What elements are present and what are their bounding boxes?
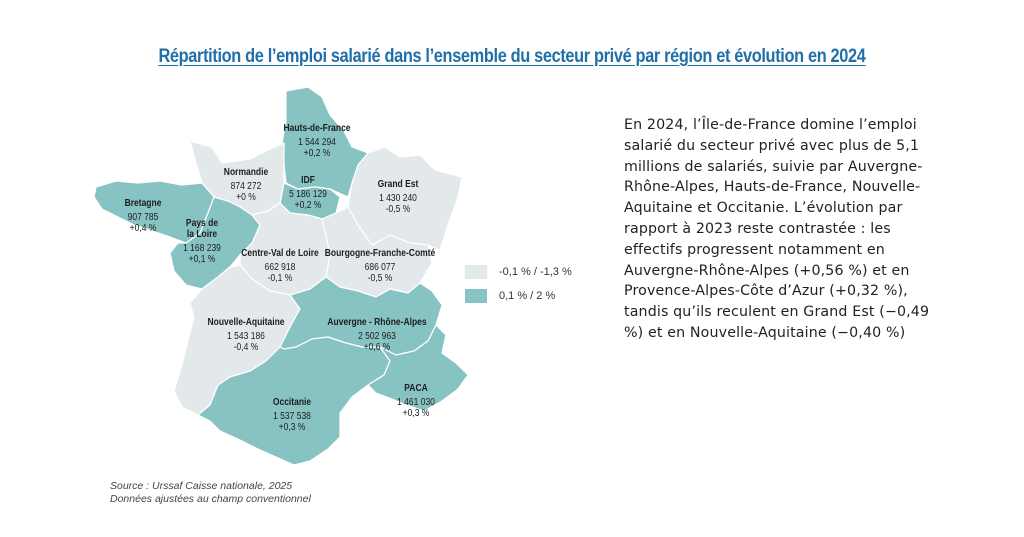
label-occitanie: Occitanie 1 537 538 +0,3 % <box>272 397 312 433</box>
source-note: Source : Urssaf Caisse nationale, 2025 D… <box>110 480 311 506</box>
map-svg <box>93 86 469 466</box>
description-text: En 2024, l’Île-de-France domine l’emploi… <box>624 117 930 341</box>
source-adjustment-line: Données ajustées au champ conventionnel <box>110 493 311 505</box>
legend-swatch-positive <box>465 289 487 303</box>
region-occitanie[interactable] <box>197 336 391 466</box>
label-hauts-de-france: Hauts-de-France 1 544 294 +0,2 % <box>283 123 351 159</box>
label-bretagne: Bretagne 907 785 +0,4 % <box>124 198 162 234</box>
page-title: Répartition de l’emploi salarié dans l’e… <box>158 46 866 67</box>
legend-item-positive: 0,1 % / 2 % <box>465 286 572 306</box>
label-pays-de-la-loire: Pays de la Loire 1 168 239 +0,1 % <box>183 218 221 265</box>
region-grand-est[interactable] <box>347 146 463 251</box>
label-nouvelle-aquitaine: Nouvelle-Aquitaine 1 543 186 -0,4 % <box>207 317 285 353</box>
legend-item-negative: -0,1 % / -1,3 % <box>465 262 572 282</box>
france-regions-map: Hauts-de-France 1 544 294 +0,2 % Normand… <box>90 85 500 475</box>
region-paca[interactable] <box>367 324 469 412</box>
legend-swatch-negative <box>465 265 487 279</box>
label-idf: IDF 5 186 129 +0,2 % <box>289 175 327 211</box>
label-auvergne-rhone-alpes: Auvergne - Rhône-Alpes 2 502 963 +0,6 % <box>327 317 427 353</box>
source-line: Source : Urssaf Caisse nationale, 2025 <box>110 480 293 492</box>
label-normandie: Normandie 874 272 +0 % <box>223 167 269 203</box>
map-legend: -0,1 % / -1,3 % 0,1 % / 2 % <box>465 262 572 310</box>
label-grand-est: Grand Est 1 430 240 -0,5 % <box>377 179 419 215</box>
label-paca: PACA 1 461 030 +0,3 % <box>397 383 435 419</box>
label-centre-val-de-loire: Centre-Val de Loire 662 918 -0,1 % <box>241 248 319 284</box>
label-bourgogne-franche-comte: Bourgogne-Franche-Comté 686 077 -0,5 % <box>324 248 436 284</box>
